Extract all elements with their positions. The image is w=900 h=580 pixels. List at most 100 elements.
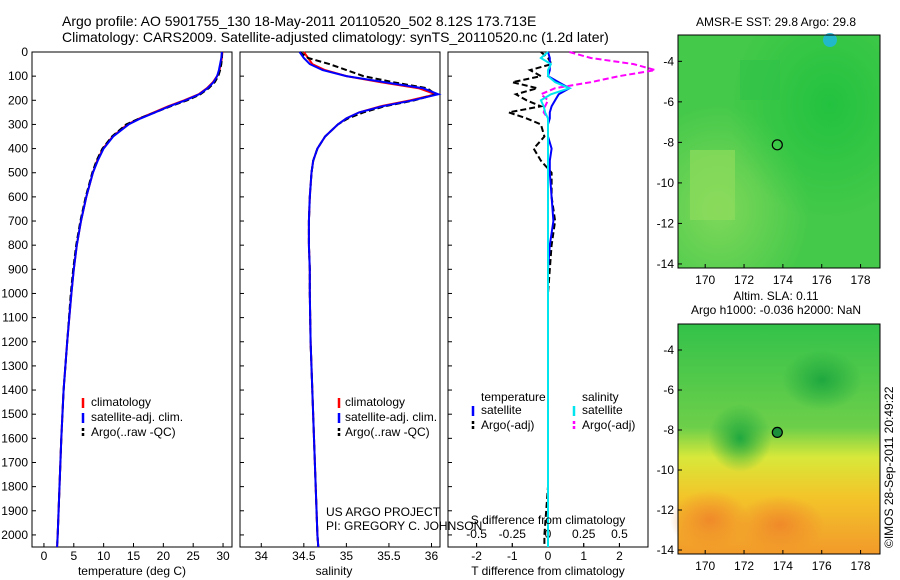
legend-t-satellite-label: satellite [481, 403, 522, 417]
header-line-1: Argo profile: AO 5901755_130 18-May-2011… [62, 13, 536, 29]
x-tick-label: 30 [216, 549, 230, 563]
temperature-x-axis: 0 5 10 15 20 25 30 [41, 543, 230, 563]
climatology-line [302, 51, 440, 548]
x-tick-label: 2 [616, 549, 623, 563]
x-tick-label: 1 [580, 549, 587, 563]
longitude-tick-label: 178 [851, 273, 871, 287]
salinity-xlabel: salinity [316, 564, 353, 578]
x-tick-label: 34.5 [292, 549, 316, 563]
sla-high-1 [670, 490, 750, 550]
longitude-tick-label: 178 [851, 559, 871, 573]
longitude-tick-label: 176 [812, 273, 832, 287]
satellite-line [56, 51, 223, 548]
salinity-plot-frame [239, 51, 441, 548]
legend-t-argo-label: Argo(-adj) [481, 418, 534, 432]
t-satellite-difference-line [546, 51, 572, 547]
temperature-legend: climatology satellite-adj. clim. Argo(..… [81, 395, 183, 439]
depth-tick-label: 100 [8, 69, 28, 83]
depth-tick-label: 1000 [1, 286, 28, 300]
depth-tick-label: 1600 [1, 431, 28, 445]
x-tick-label: 0.25 [572, 527, 596, 541]
x-tick-label: 36 [425, 549, 439, 563]
climatology-line [56, 51, 224, 548]
sst-map-title: AMSR-E SST: 29.8 Argo: 29.8 [696, 15, 856, 29]
latitude-tick-label: -4 [663, 343, 674, 357]
float-position-marker [771, 426, 783, 438]
sla-map-title-1: Altim. SLA: 0.11 [733, 289, 818, 303]
legend-satellite-label: satellite-adj. clim. [345, 410, 437, 424]
depth-tick-label: 1300 [1, 359, 28, 373]
salinity-legend: climatology satellite-adj. clim. Argo(..… [337, 395, 437, 439]
sla-high-2 [735, 495, 825, 555]
latitude-tick-label: -6 [663, 383, 674, 397]
x-tick-label: 0 [545, 549, 552, 563]
longitude-tick-label: 174 [773, 273, 793, 287]
difference-x-axis: -2 -1 0 1 2-0.5 -0.25 0 0.25 0.5 [466, 527, 628, 563]
x-tick-label: 0 [41, 549, 48, 563]
latitude-tick-label: -8 [663, 135, 674, 149]
legend-salinity-title: salinity [582, 390, 619, 404]
latitude-tick-label: -4 [663, 54, 674, 68]
sst-cool-area [740, 60, 780, 100]
x-tick-label: 5 [70, 549, 77, 563]
longitude-tick-label: 170 [695, 559, 715, 573]
salinity-panel: 34 34.5 35 35.5 36 salinity climatology sate… [239, 51, 482, 578]
sst-map-panel: AMSR-E SST: 29.8 Argo: 29.8 170 172 174 176… [657, 15, 881, 287]
sla-map-panel: Altim. SLA: 0.11 Argo h1000: -0.036 h200… [657, 289, 881, 573]
x-tick-label: 34 [255, 549, 269, 563]
depth-tick-label: 1500 [1, 407, 28, 421]
depth-tick-label: 600 [8, 190, 28, 204]
argo-line [299, 51, 438, 548]
x-tick-label: 15 [127, 549, 141, 563]
sla-low-eddy-2 [708, 404, 772, 472]
project-name: US ARGO PROJECT [326, 505, 441, 519]
s-difference-label: S difference from climatology [471, 513, 626, 527]
depth-tick-label: 1100 [2, 311, 28, 325]
x-tick-label: 35.5 [377, 549, 401, 563]
latitude-tick-label: -12 [657, 503, 675, 517]
depth-tick-label: 800 [8, 238, 28, 252]
legend-climatology-label: climatology [91, 395, 151, 409]
x-tick-label: 25 [187, 549, 201, 563]
sst-warm-area [690, 150, 735, 220]
depth-tick-label: 700 [8, 214, 28, 228]
latitude-tick-label: -8 [663, 423, 674, 437]
s-satellite-difference-line [539, 51, 573, 547]
longitude-tick-label: 172 [734, 273, 754, 287]
temperature-plot-frame [31, 51, 233, 548]
s-argo-difference-line [539, 51, 656, 547]
legend-s-satellite-label: satellite [582, 403, 623, 417]
sst-cold-spot [823, 33, 837, 47]
x-tick-label: -2 [471, 549, 482, 563]
latitude-tick-label: -12 [657, 216, 675, 230]
depth-tick-label: 400 [8, 142, 28, 156]
depth-tick-label: 2000 [1, 528, 28, 542]
depth-tick-label: 1400 [1, 383, 28, 397]
latitude-tick-label: -10 [657, 463, 675, 477]
x-tick-label: 20 [157, 549, 171, 563]
project-pi: PI: GREGORY C. JOHNSON [326, 519, 482, 533]
satellite-line [298, 51, 442, 548]
difference-legend: temperature satellite Argo(-adj) salinit… [471, 390, 635, 432]
depth-tick-label: 1700 [1, 455, 28, 469]
depth-tick-label: 1200 [1, 335, 28, 349]
x-tick-label: -0.5 [466, 527, 487, 541]
difference-profiles [504, 51, 656, 547]
longitude-tick-label: 172 [734, 559, 754, 573]
sst-map-axes: 170 172 174 176 178 -4 -6 -8 -10 -12 -14 [657, 54, 871, 287]
temperature-xlabel: temperature (deg C) [78, 564, 186, 578]
latitude-tick-label: -10 [657, 176, 675, 190]
sst-map-frame [677, 34, 881, 269]
argo-line [56, 52, 223, 548]
x-tick-label: 35 [340, 549, 354, 563]
salinity-profiles [298, 51, 442, 548]
longitude-tick-label: 174 [773, 559, 793, 573]
latitude-tick-label: -14 [657, 257, 675, 271]
latitude-tick-label: -14 [657, 543, 675, 557]
depth-tick-label: 200 [8, 93, 28, 107]
t-difference-xlabel: T difference from climatology [471, 564, 625, 578]
depth-tick-label: 300 [8, 117, 28, 131]
salinity-x-axis: 34 34.5 35 35.5 36 [255, 543, 439, 563]
sla-map-title-2: Argo h1000: -0.036 h2000: NaN [691, 303, 861, 317]
